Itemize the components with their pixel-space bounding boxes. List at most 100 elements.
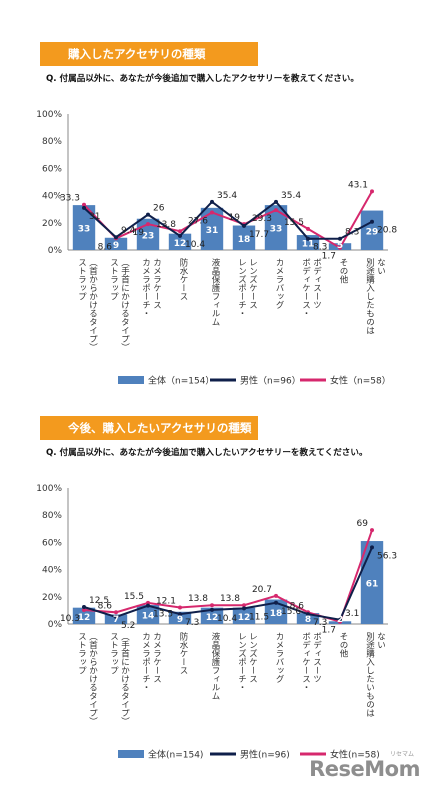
category-label: カメラケース — [152, 632, 162, 683]
female-data-label: 8.6 — [98, 242, 113, 252]
bar — [264, 205, 288, 250]
female-data-label: 20.7 — [252, 585, 272, 595]
bar — [200, 207, 224, 250]
category-label: 防水ケース — [178, 257, 188, 300]
y-tick-label: 0% — [48, 246, 63, 256]
legend-label: 女性（n=58） — [330, 375, 391, 387]
legend-label: 男性(n=96) — [240, 749, 290, 761]
chart-2-question: Q. 付属品以外に、あなたが今後追加で購入したいアクセサリーを教えてください。 — [46, 448, 368, 458]
female-point — [178, 605, 182, 610]
male-data-label: 9.4 — [121, 226, 136, 236]
male-data-label: 10.4 — [217, 614, 237, 624]
legend-label: 女性(n=58) — [330, 749, 380, 761]
category-label: （手首にかけるタイプ） — [120, 258, 130, 352]
chart-1-svg: 0% 20% 40% 60% 80% 100% 33 9 23 12 31 18 33 11 5 29 31 9.… — [36, 110, 397, 387]
bar-data-label: 12 — [238, 613, 251, 623]
bar-data-label: 61 — [366, 580, 379, 590]
female-point — [114, 610, 118, 615]
legend-label: 男性（n=96） — [240, 375, 301, 387]
male-data-label: 20.8 — [377, 226, 397, 236]
female-point — [338, 245, 342, 250]
bar — [232, 225, 256, 250]
category-label: ない — [376, 632, 386, 649]
category-label: カメラバッグ — [274, 632, 284, 683]
male-data-label: 31 — [89, 212, 100, 222]
male-data-label: 26 — [153, 204, 165, 214]
male-data-label: 13.5 — [153, 610, 173, 620]
y-tick-label: 60% — [42, 538, 62, 548]
male-point — [114, 614, 118, 619]
male-point — [146, 212, 150, 217]
bar-data-label: 5 — [337, 241, 343, 251]
category-label: 液晶保護フィルム — [210, 257, 220, 326]
male-data-label: 8.3 — [345, 228, 359, 238]
bar-data-label: 18 — [270, 609, 283, 619]
female-data-label: 1.7 — [322, 626, 336, 636]
category-label: ストラップ — [77, 258, 87, 301]
bar-data-label: 9 — [113, 241, 119, 251]
category-label: その他 — [338, 632, 348, 658]
chart-2-svg: 0% 20% 40% 60% 80% 100% 12 7 14 9 12 12 18 8 2 61 12.5 5.… — [36, 484, 397, 761]
male-point — [82, 205, 86, 210]
female-point — [306, 226, 310, 231]
chart-2-banner: 今後、購入したいアクセサリの種類 — [40, 416, 258, 440]
category-label: ストラップ — [109, 258, 119, 301]
male-data-label: 35.4 — [281, 191, 301, 201]
bar-data-label: 9 — [177, 615, 183, 625]
female-data-label: 69 — [357, 519, 369, 529]
y-tick-label: 40% — [42, 192, 62, 202]
category-label: ボディスーツ — [312, 632, 322, 683]
female-data-label: 27.6 — [188, 216, 208, 226]
bar-data-label: 14 — [142, 611, 155, 621]
legend-swatch-bar — [118, 750, 144, 758]
male-data-label: 11.5 — [249, 612, 269, 622]
bar-data-label: 2 — [337, 615, 343, 625]
female-point — [82, 202, 86, 207]
bar-data-label: 33 — [270, 225, 283, 235]
bar-data-label: 8 — [305, 615, 311, 625]
male-data-label: 17.7 — [249, 230, 269, 240]
bar-data-label: 18 — [238, 235, 251, 245]
female-data-label: 10.3 — [60, 614, 80, 624]
bar — [168, 611, 192, 624]
female-data-label: 33.3 — [60, 194, 80, 204]
bar-data-label: 29 — [366, 227, 379, 237]
female-data-label: 13.8 — [220, 594, 240, 604]
y-tick-label: 100% — [36, 110, 62, 120]
male-point — [146, 603, 150, 608]
male-point — [82, 605, 86, 609]
category-label: ない — [376, 258, 386, 275]
category-label: カメラポーチ・ — [141, 632, 151, 692]
category-label: レンズケース — [248, 258, 258, 309]
female-data-label: 12.1 — [156, 597, 176, 607]
female-data-label: 19 — [133, 228, 145, 238]
male-point — [178, 612, 182, 617]
male-point — [210, 607, 214, 612]
bar-data-label: 11 — [302, 240, 315, 250]
female-data-label: 29.3 — [252, 214, 272, 224]
male-point — [306, 236, 310, 241]
bar-data-label: 12 — [206, 613, 219, 623]
female-point — [370, 189, 374, 194]
y-tick-label: 40% — [42, 566, 62, 576]
chart-1-banner: 購入したアクセサリの種類 — [40, 42, 258, 66]
female-data-label: 8.6 — [290, 601, 305, 611]
category-label: ストラップ — [109, 632, 119, 675]
category-label: 液晶保護フィルム — [210, 631, 220, 700]
bar-data-label: 7 — [113, 615, 119, 625]
male-data-label: 5.2 — [121, 621, 135, 631]
male-point — [242, 606, 246, 611]
y-tick-label: 80% — [42, 511, 62, 521]
female-point — [82, 607, 86, 612]
female-point — [242, 603, 246, 608]
bar — [136, 604, 160, 624]
bar-data-label: 23 — [142, 231, 155, 241]
y-tick-label: 20% — [42, 219, 62, 229]
male-data-label: 7.3 — [185, 618, 199, 628]
category-label: カメラケース — [152, 258, 162, 309]
y-tick-label: 100% — [36, 484, 62, 494]
female-data-label: 1.7 — [322, 252, 336, 262]
male-data-label: 10.4 — [185, 240, 205, 250]
logo-subtext: リセマム — [389, 751, 414, 758]
female-data-label: 15.5 — [124, 592, 144, 602]
